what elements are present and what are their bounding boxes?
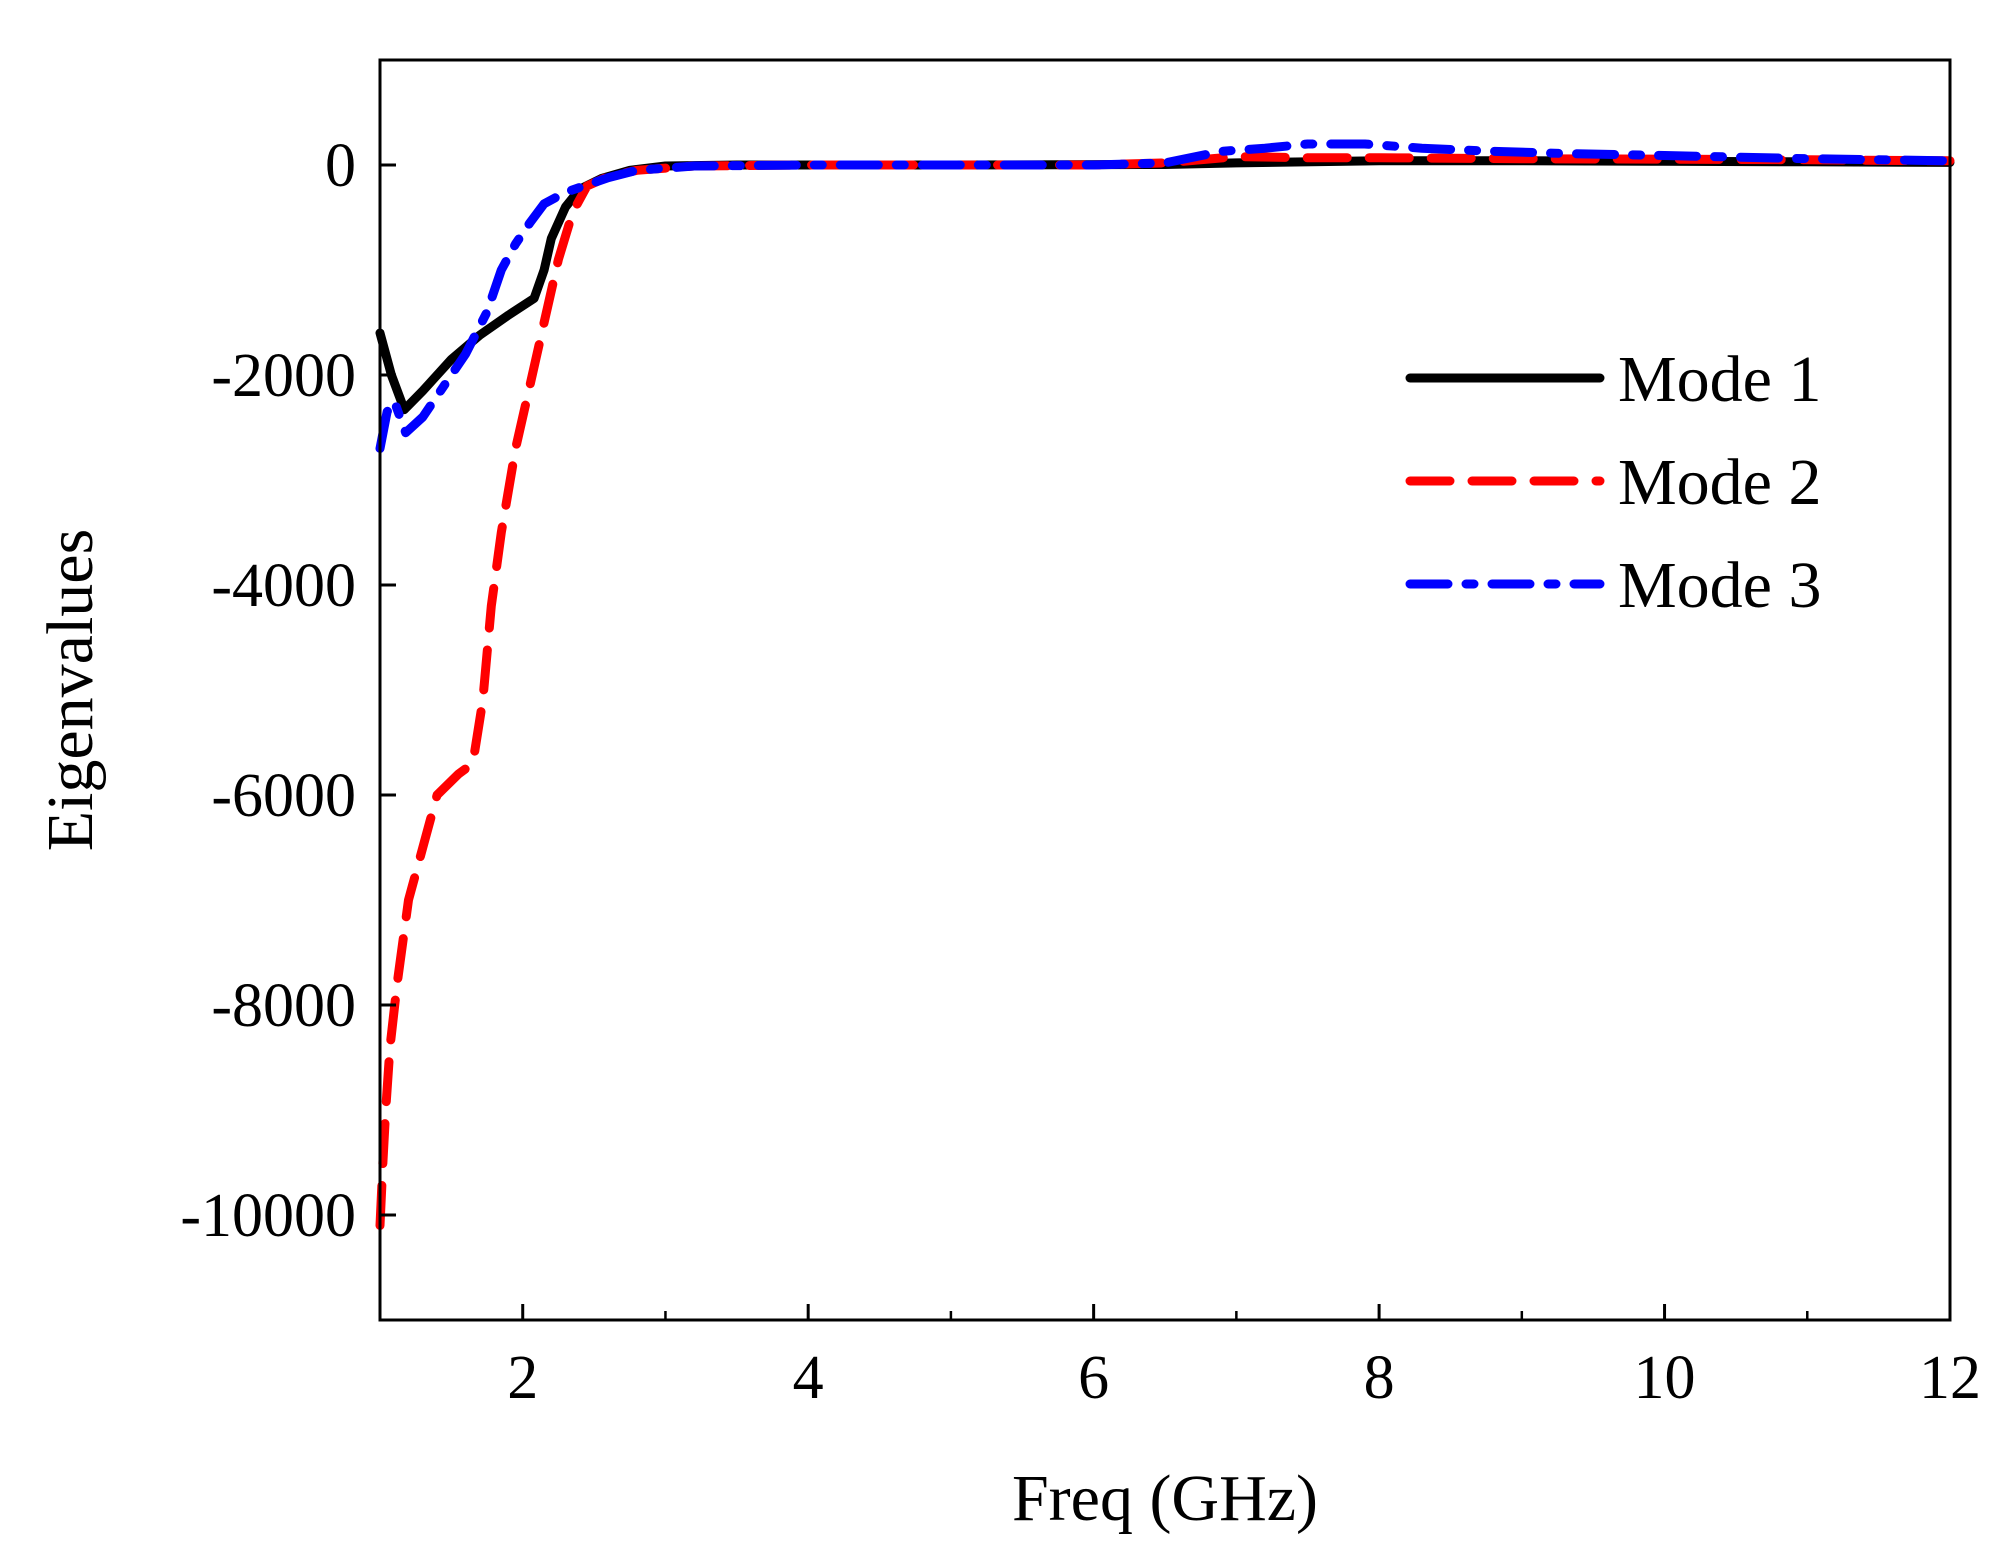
x-tick-label: 12 xyxy=(1919,1344,1981,1412)
x-tick-label: 6 xyxy=(1078,1344,1109,1412)
y-axis-title: Eigenvalues xyxy=(34,529,107,852)
plot-frame xyxy=(378,58,1952,1322)
x-tick-label: 10 xyxy=(1634,1344,1696,1412)
x-tick-label: 4 xyxy=(793,1344,824,1412)
y-tick-label: -2000 xyxy=(211,342,356,410)
y-tick-label: -6000 xyxy=(211,762,356,830)
legend-label-mode-2: Mode 2 xyxy=(1618,446,1821,519)
series-line-mode-2 xyxy=(375,152,1955,1230)
series-line-mode-3 xyxy=(375,139,1955,453)
y-tick-label: -4000 xyxy=(211,552,356,620)
y-tick-label: -8000 xyxy=(211,972,356,1040)
y-tick-label: -10000 xyxy=(180,1182,356,1250)
y-tick-label: 0 xyxy=(325,132,356,200)
legend: Mode 1 Mode 2 Mode 3 xyxy=(1405,343,1821,622)
legend-label-mode-1: Mode 1 xyxy=(1618,343,1821,416)
x-tick-label: 2 xyxy=(507,1344,538,1412)
y-axis: 0 -2000 -4000 -6000 -8000 -10000 xyxy=(180,132,396,1250)
x-axis-title: Freq (GHz) xyxy=(1012,1462,1318,1535)
legend-label-mode-3: Mode 3 xyxy=(1618,549,1821,622)
x-axis: 2 4 6 8 10 12 xyxy=(507,1304,1981,1412)
series-layer xyxy=(375,139,1955,1230)
x-tick-label: 8 xyxy=(1364,1344,1395,1412)
